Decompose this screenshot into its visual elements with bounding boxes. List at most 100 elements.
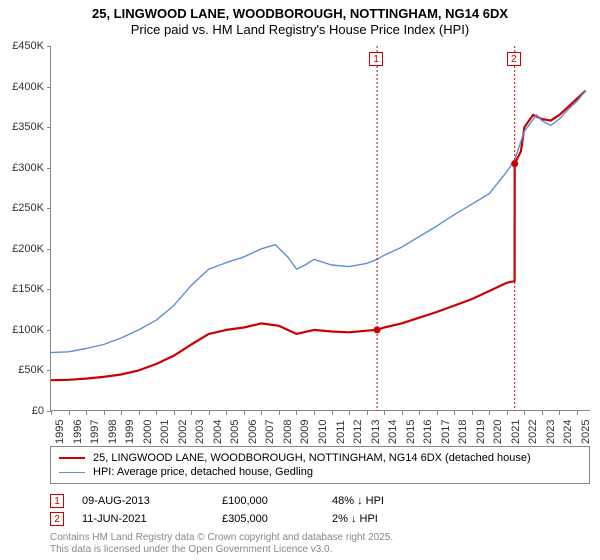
sale-marker-dot xyxy=(511,160,518,167)
x-tick-label: 2012 xyxy=(352,420,364,444)
x-tick xyxy=(367,411,368,415)
x-tick-label: 2025 xyxy=(580,420,592,444)
y-tick xyxy=(47,87,51,88)
y-tick xyxy=(47,249,51,250)
y-tick xyxy=(47,330,51,331)
chart-area: £0£50K£100K£150K£200K£250K£300K£350K£400… xyxy=(50,46,590,411)
legend-row: 25, LINGWOOD LANE, WOODBOROUGH, NOTTINGH… xyxy=(59,451,581,465)
x-tick-label: 2024 xyxy=(562,420,574,444)
x-tick xyxy=(437,411,438,415)
x-tick-label: 2003 xyxy=(194,420,206,444)
x-tick-label: 2000 xyxy=(142,420,154,444)
x-tick xyxy=(121,411,122,415)
x-tick xyxy=(191,411,192,415)
y-tick xyxy=(47,370,51,371)
legend-label: 25, LINGWOOD LANE, WOODBOROUGH, NOTTINGH… xyxy=(93,452,531,464)
x-tick xyxy=(314,411,315,415)
footer-attribution: Contains HM Land Registry data © Crown c… xyxy=(50,532,393,555)
sales-table: 109-AUG-2013£100,00048% ↓ HPI 2 11-JUN-202… xyxy=(50,492,442,528)
title-subtitle: Price paid vs. HM Land Registry's House … xyxy=(0,22,600,37)
x-tick-label: 2008 xyxy=(282,420,294,444)
sale-marker-dot xyxy=(374,326,381,333)
sales-row-date: 09-AUG-2013 xyxy=(82,495,222,507)
x-tick xyxy=(559,411,560,415)
x-tick-label: 2001 xyxy=(159,420,171,444)
x-tick-label: 1997 xyxy=(89,420,101,444)
sales-row-delta: 48% ↓ HPI xyxy=(332,495,442,507)
x-tick xyxy=(209,411,210,415)
sales-row-price: £100,000 xyxy=(222,495,332,507)
x-tick-label: 2002 xyxy=(177,420,189,444)
x-tick xyxy=(51,411,52,415)
x-tick xyxy=(524,411,525,415)
x-tick xyxy=(69,411,70,415)
sales-row-price: £305,000 xyxy=(222,513,332,525)
x-tick xyxy=(174,411,175,415)
y-tick-label: £300K xyxy=(0,162,44,174)
x-tick xyxy=(577,411,578,415)
x-tick xyxy=(507,411,508,415)
title-block: 25, LINGWOOD LANE, WOODBOROUGH, NOTTINGH… xyxy=(0,0,600,37)
x-tick-label: 2007 xyxy=(264,420,276,444)
sales-row-marker: 2 xyxy=(50,512,64,526)
sales-row: 2 11-JUN-2021£305,0002% ↓ HPI xyxy=(50,510,442,528)
x-tick-label: 1995 xyxy=(54,420,66,444)
legend-row: HPI: Average price, detached house, Gedl… xyxy=(59,465,581,479)
legend: 25, LINGWOOD LANE, WOODBOROUGH, NOTTINGH… xyxy=(50,446,590,484)
x-tick xyxy=(104,411,105,415)
x-tick-label: 2014 xyxy=(387,420,399,444)
chart-svg xyxy=(51,46,591,411)
x-tick xyxy=(332,411,333,415)
y-tick-label: £200K xyxy=(0,243,44,255)
sales-row-date: 11-JUN-2021 xyxy=(82,513,222,525)
x-tick-label: 2017 xyxy=(440,420,452,444)
x-tick-label: 2006 xyxy=(247,420,259,444)
x-tick-label: 1999 xyxy=(124,420,136,444)
sales-row-delta: 2% ↓ HPI xyxy=(332,513,442,525)
x-tick-label: 2010 xyxy=(317,420,329,444)
x-tick xyxy=(261,411,262,415)
x-tick-label: 2021 xyxy=(510,420,522,444)
x-tick xyxy=(296,411,297,415)
sale-marker-box: 2 xyxy=(507,52,521,66)
footer-line1: Contains HM Land Registry data © Crown c… xyxy=(50,532,393,544)
x-tick xyxy=(139,411,140,415)
x-tick xyxy=(86,411,87,415)
x-tick-label: 2016 xyxy=(422,420,434,444)
x-tick xyxy=(402,411,403,415)
legend-swatch xyxy=(59,472,85,473)
x-tick xyxy=(226,411,227,415)
sales-row: 109-AUG-2013£100,00048% ↓ HPI xyxy=(50,492,442,510)
y-tick xyxy=(47,46,51,47)
footer-line2: This data is licensed under the Open Gov… xyxy=(50,544,393,556)
y-tick xyxy=(47,127,51,128)
y-tick-label: £100K xyxy=(0,324,44,336)
x-tick-label: 2004 xyxy=(212,420,224,444)
x-tick-label: 2019 xyxy=(475,420,487,444)
y-tick xyxy=(47,289,51,290)
y-tick xyxy=(47,208,51,209)
x-tick xyxy=(472,411,473,415)
x-tick xyxy=(279,411,280,415)
x-tick-label: 2015 xyxy=(405,420,417,444)
plot-area xyxy=(50,46,590,411)
legend-swatch xyxy=(59,457,85,459)
sale-marker-box: 1 xyxy=(369,52,383,66)
y-tick-label: £250K xyxy=(0,202,44,214)
x-tick-label: 2020 xyxy=(492,420,504,444)
legend-label: HPI: Average price, detached house, Gedl… xyxy=(93,466,313,478)
x-tick-label: 2011 xyxy=(335,420,347,444)
x-tick-label: 2022 xyxy=(527,420,539,444)
x-tick-label: 2009 xyxy=(299,420,311,444)
y-tick xyxy=(47,168,51,169)
y-tick-label: £150K xyxy=(0,283,44,295)
y-tick-label: £0 xyxy=(0,405,44,417)
y-tick-label: £350K xyxy=(0,121,44,133)
x-tick xyxy=(419,411,420,415)
series-hpi xyxy=(51,91,586,353)
x-tick xyxy=(489,411,490,415)
chart-container: 25, LINGWOOD LANE, WOODBOROUGH, NOTTINGH… xyxy=(0,0,600,560)
series-price_paid xyxy=(51,91,586,381)
y-tick-label: £400K xyxy=(0,81,44,93)
x-tick-label: 2023 xyxy=(545,420,557,444)
